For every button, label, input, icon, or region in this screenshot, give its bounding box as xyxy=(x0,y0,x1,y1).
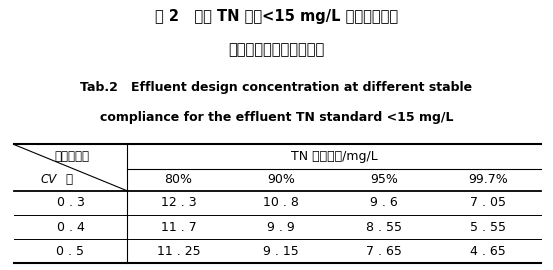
Text: 9 . 9: 9 . 9 xyxy=(268,221,295,234)
Text: 95%: 95% xyxy=(370,173,398,186)
Text: 10 . 8: 10 . 8 xyxy=(263,197,299,210)
Text: 4 . 65: 4 . 65 xyxy=(470,245,506,258)
Text: compliance for the effluent TN standard <15 mg/L: compliance for the effluent TN standard … xyxy=(100,111,453,124)
Text: 5 . 55: 5 . 55 xyxy=(470,221,506,234)
Text: 12 . 3: 12 . 3 xyxy=(161,197,196,210)
Text: 7 . 05: 7 . 05 xyxy=(470,197,506,210)
Text: 11 . 7: 11 . 7 xyxy=(160,221,196,234)
Text: 90%: 90% xyxy=(267,173,295,186)
Text: Tab.2   Effluent design concentration at different stable: Tab.2 Effluent design concentration at d… xyxy=(80,81,473,94)
Text: 表 2   出水 TN 标准<15 mg/L 时在不同稳定: 表 2 出水 TN 标准<15 mg/L 时在不同稳定 xyxy=(155,9,398,25)
Text: 11 . 25: 11 . 25 xyxy=(156,245,200,258)
Text: 值: 值 xyxy=(65,173,72,186)
Text: 9 . 15: 9 . 15 xyxy=(263,245,299,258)
Text: CV: CV xyxy=(40,173,56,186)
Text: 稳定达标率: 稳定达标率 xyxy=(55,150,90,163)
Text: 0 . 5: 0 . 5 xyxy=(56,245,85,258)
Text: 8 . 55: 8 . 55 xyxy=(366,221,402,234)
Text: 0 . 3: 0 . 3 xyxy=(56,197,85,210)
Text: 0 . 4: 0 . 4 xyxy=(56,221,85,234)
Text: 80%: 80% xyxy=(164,173,192,186)
Text: 7 . 65: 7 . 65 xyxy=(366,245,402,258)
Text: TN 设计出水/mg/L: TN 设计出水/mg/L xyxy=(291,150,377,163)
Text: 99.7%: 99.7% xyxy=(468,173,508,186)
Text: 9 . 6: 9 . 6 xyxy=(370,197,398,210)
Text: 达标率时的出水设计浓度: 达标率时的出水设计浓度 xyxy=(228,42,325,57)
